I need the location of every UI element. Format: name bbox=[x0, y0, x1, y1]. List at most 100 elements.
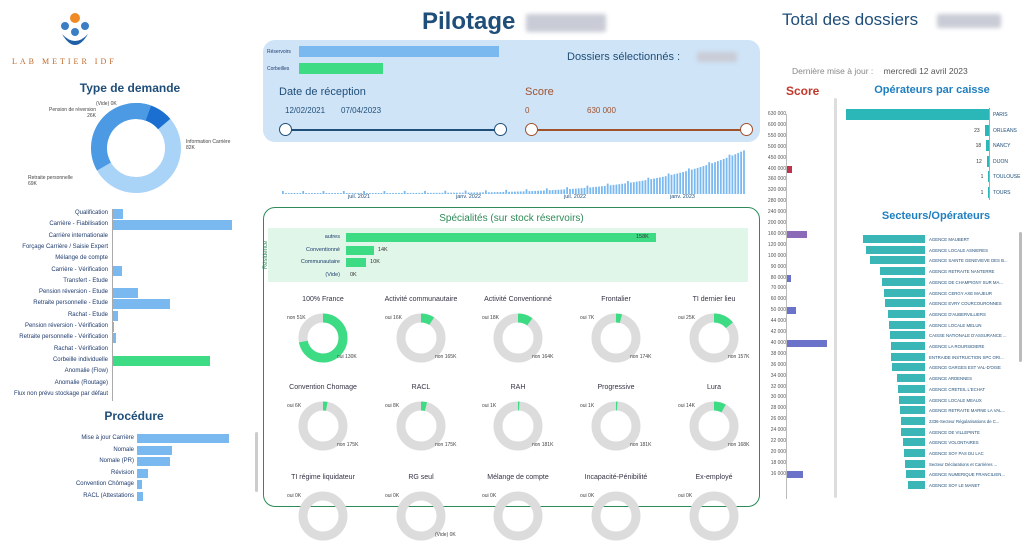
reservoirs-slicer-bar[interactable] bbox=[299, 46, 499, 57]
secteur-bar[interactable] bbox=[884, 288, 925, 297]
category-row[interactable]: Anomalie (Flow) bbox=[0, 367, 240, 378]
secteur-bar[interactable] bbox=[907, 481, 925, 490]
category-row[interactable]: Qualification bbox=[0, 209, 240, 220]
score-scrollbar[interactable] bbox=[834, 98, 837, 498]
procedure-bar[interactable] bbox=[137, 491, 144, 501]
category-row[interactable]: Forçage Carrière / Saisie Expert bbox=[0, 243, 240, 254]
secteur-bar[interactable] bbox=[866, 245, 925, 254]
category-row[interactable]: Pension réversion - Etude bbox=[0, 288, 240, 299]
category-bar[interactable] bbox=[112, 220, 232, 231]
secteur-bar[interactable] bbox=[889, 320, 925, 329]
residence-bar[interactable] bbox=[346, 233, 656, 242]
secteur-bar[interactable] bbox=[902, 438, 925, 447]
score-min[interactable]: 0 bbox=[525, 106, 530, 115]
category-row[interactable]: Carrière - Fiabilisation bbox=[0, 220, 240, 231]
score-bar[interactable] bbox=[787, 274, 791, 282]
secteur-bar[interactable] bbox=[898, 395, 925, 404]
secteur-bar[interactable] bbox=[890, 342, 925, 350]
date-slider-handle-end[interactable] bbox=[494, 123, 507, 136]
secteur-bar[interactable] bbox=[870, 256, 925, 265]
score-bar[interactable] bbox=[787, 470, 803, 478]
category-row[interactable]: Retraite personnelle - Vérification bbox=[0, 333, 240, 344]
secteurs-scrollbar[interactable] bbox=[1019, 232, 1022, 362]
category-bar[interactable] bbox=[112, 322, 115, 332]
secteur-bar[interactable] bbox=[898, 384, 925, 393]
operateur-bar[interactable] bbox=[986, 140, 989, 151]
operateur-bar[interactable] bbox=[988, 186, 990, 198]
category-bar[interactable] bbox=[112, 310, 118, 321]
category-row[interactable]: Rachat - Vérification bbox=[0, 345, 240, 356]
procedure-bar[interactable] bbox=[137, 457, 171, 466]
corbeilles-slicer-bar[interactable] bbox=[299, 63, 383, 74]
date-from[interactable]: 12/02/2021 bbox=[285, 106, 326, 115]
secteur-bar[interactable] bbox=[903, 449, 925, 457]
operateur-bar[interactable] bbox=[846, 109, 989, 120]
score-bar[interactable] bbox=[787, 165, 792, 173]
category-bar[interactable] bbox=[112, 333, 116, 344]
category-bar[interactable] bbox=[112, 299, 170, 310]
logo bbox=[40, 8, 110, 58]
operateur-bar[interactable] bbox=[986, 155, 989, 167]
timeline-bar bbox=[511, 191, 513, 194]
operateur-bar[interactable] bbox=[984, 124, 989, 136]
secteur-bar[interactable] bbox=[906, 470, 925, 479]
category-row[interactable]: Flux non prévu stockage par défaut bbox=[0, 390, 240, 401]
category-row[interactable]: Mélange de compte bbox=[0, 254, 240, 265]
category-row[interactable]: Carrière internationale bbox=[0, 232, 240, 243]
secteur-bar[interactable] bbox=[887, 309, 925, 318]
category-row[interactable]: Retraite personnelle - Etude bbox=[0, 299, 240, 310]
procedure-row[interactable]: Nomale (PR) bbox=[0, 457, 240, 468]
residence-bar[interactable] bbox=[346, 245, 374, 255]
category-bar[interactable] bbox=[112, 288, 139, 299]
timeline-bar bbox=[598, 186, 600, 194]
score-max[interactable]: 630 000 bbox=[587, 106, 616, 115]
procedure-row[interactable]: Convention Chômage bbox=[0, 480, 240, 491]
secteur-bar[interactable] bbox=[881, 277, 925, 286]
procedure-scrollbar[interactable] bbox=[255, 432, 258, 492]
secteur-bar[interactable] bbox=[901, 427, 925, 436]
secteur-bar[interactable] bbox=[905, 459, 925, 468]
timeline-bar bbox=[287, 193, 290, 194]
score-slider-handle-end[interactable] bbox=[740, 123, 753, 136]
category-label: Rachat - Etude bbox=[67, 311, 108, 318]
category-label: Anomalie (Routage) bbox=[54, 379, 108, 386]
procedure-row[interactable]: RACL (Attestations bbox=[0, 491, 240, 503]
score-bar[interactable] bbox=[787, 230, 807, 238]
score-slider-handle-start[interactable] bbox=[525, 123, 538, 136]
category-row[interactable]: Anomalie (Routage) bbox=[0, 379, 240, 390]
category-bar[interactable] bbox=[112, 265, 122, 276]
date-to[interactable]: 07/04/2023 bbox=[341, 106, 382, 115]
donut-label-b: (Vide) 0K bbox=[435, 532, 456, 538]
secteur-bar[interactable] bbox=[900, 406, 925, 415]
secteur-bar[interactable] bbox=[901, 416, 925, 425]
score-bar[interactable] bbox=[787, 307, 796, 315]
category-label: Pension réversion - Etude bbox=[38, 289, 108, 296]
procedure-bar[interactable] bbox=[137, 480, 142, 489]
category-bar[interactable] bbox=[112, 355, 211, 366]
category-row[interactable]: Rachat - Etude bbox=[0, 310, 240, 322]
procedure-row[interactable]: Nomale bbox=[0, 445, 240, 457]
secteur-bar[interactable] bbox=[890, 352, 925, 361]
category-row[interactable]: Carrière - Vérification bbox=[0, 265, 240, 277]
procedure-row[interactable]: Mise à jour Carrière bbox=[0, 434, 240, 445]
secteur-bar[interactable] bbox=[892, 363, 925, 372]
operateur-bar[interactable] bbox=[988, 171, 990, 182]
category-row[interactable]: Transfert - Etude bbox=[0, 277, 240, 288]
secteur-bar[interactable] bbox=[897, 374, 925, 383]
category-row[interactable]: Corbeille individuelle bbox=[0, 355, 240, 367]
procedure-bar[interactable] bbox=[137, 434, 229, 443]
secteur-label: AGENCE LOCALE MELUN bbox=[929, 322, 982, 328]
secteur-bar[interactable] bbox=[890, 331, 925, 340]
procedure-row[interactable]: Révision bbox=[0, 468, 240, 480]
score-bar[interactable] bbox=[787, 339, 827, 347]
secteur-bar[interactable] bbox=[880, 267, 925, 276]
residence-bar[interactable] bbox=[346, 258, 367, 267]
date-slider-handle-start[interactable] bbox=[279, 123, 292, 136]
procedure-bar[interactable] bbox=[137, 445, 172, 455]
category-bar[interactable] bbox=[112, 209, 123, 219]
secteur-bar[interactable] bbox=[885, 299, 925, 308]
procedure-bar[interactable] bbox=[137, 468, 149, 478]
timeline-bar bbox=[551, 190, 554, 194]
secteur-bar[interactable] bbox=[863, 235, 925, 243]
category-row[interactable]: Pension réversion - Vérification bbox=[0, 322, 240, 333]
